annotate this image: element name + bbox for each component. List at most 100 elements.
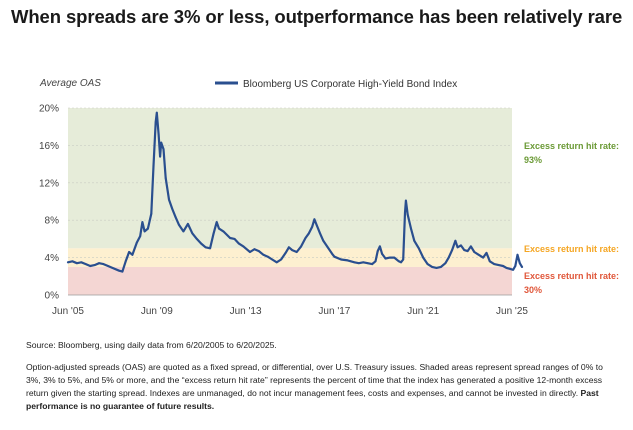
data-point: [111, 267, 114, 269]
data-point: [209, 247, 212, 250]
data-point: [340, 258, 342, 261]
data-point: [288, 246, 290, 249]
data-point: [171, 208, 174, 210]
legend-label: Bloomberg US Corporate High-Yield Bond I…: [243, 79, 457, 90]
data-point: [262, 253, 265, 256]
data-point: [404, 211, 406, 214]
series-layer: [66, 111, 524, 273]
data-point: [374, 260, 377, 263]
data-point: [473, 251, 476, 253]
band-0: [68, 266, 512, 295]
data-point: [200, 242, 203, 245]
data-point: [353, 261, 356, 264]
data-point: [155, 111, 158, 114]
data-point: [300, 245, 302, 248]
data-point: [493, 263, 496, 265]
data-point: [346, 259, 349, 262]
data-point: [242, 245, 245, 248]
data-point: [376, 250, 379, 253]
data-point: [502, 265, 504, 267]
data-point: [477, 253, 480, 256]
data-point: [124, 260, 127, 263]
data-point: [333, 255, 336, 258]
data-point: [304, 237, 307, 239]
data-point: [482, 256, 484, 259]
data-point: [204, 246, 207, 249]
data-point: [107, 265, 109, 267]
band-2: [68, 108, 512, 249]
data-point: [249, 251, 251, 253]
data-point: [67, 261, 69, 264]
data-point: [128, 251, 131, 253]
data-point: [98, 262, 100, 265]
footnote-text: Option-adjusted spreads (OAS) are quoted…: [26, 362, 603, 398]
data-point: [371, 263, 373, 265]
data-point: [238, 242, 240, 245]
data-point: [413, 239, 416, 242]
data-point: [466, 250, 469, 253]
data-point: [402, 258, 405, 261]
band-label-2: Excess return hit rate:: [524, 141, 619, 151]
data-point: [187, 223, 189, 225]
y-tick-label: 20%: [39, 104, 59, 115]
data-point: [284, 252, 287, 254]
data-point: [215, 221, 218, 224]
axis-layer: 0% 4% 8% 12% 16% 20% Jun '05 Jun '09 Jun '13 Jun …: [39, 104, 528, 318]
data-point: [195, 238, 198, 240]
data-point: [84, 263, 87, 265]
data-point: [191, 232, 194, 235]
y-tick-label: 12%: [39, 178, 59, 189]
data-point: [71, 260, 74, 263]
data-point: [319, 232, 321, 235]
data-point: [405, 199, 407, 202]
x-tick-label: Jun '05: [52, 306, 84, 317]
band-label-0: Excess return hit rate:: [524, 271, 619, 281]
chart-svg: 0% 4% 8% 12% 16% 20% Jun '05 Jun '09 Jun '13 Jun …: [39, 78, 619, 318]
band-layer: [68, 108, 512, 295]
data-point: [508, 267, 511, 270]
y-tick-label: 8%: [45, 216, 60, 227]
data-point: [102, 263, 105, 265]
data-point: [397, 260, 400, 263]
data-point: [164, 177, 167, 179]
data-point: [400, 261, 402, 264]
data-point: [516, 253, 519, 256]
data-point: [379, 245, 381, 248]
data-point: [258, 250, 260, 253]
data-point: [218, 227, 220, 230]
y-tick-label: 0%: [45, 291, 60, 302]
chart: 0% 4% 8% 12% 16% 20% Jun '05 Jun '09 Jun '13 Jun …: [0, 66, 633, 328]
data-point: [389, 256, 391, 259]
data-point: [460, 244, 462, 247]
data-point: [76, 262, 78, 265]
data-point: [308, 232, 310, 235]
grid-layer: [68, 107, 512, 258]
data-point: [422, 256, 425, 259]
data-point: [157, 133, 160, 136]
data-point: [266, 255, 269, 258]
data-point: [381, 253, 383, 255]
data-point: [89, 265, 92, 267]
legend: Bloomberg US Corporate High-Yield Bond I…: [215, 79, 457, 90]
band-labels: Excess return hit rate: 30% Excess return …: [524, 141, 619, 295]
data-point: [514, 265, 517, 267]
data-point: [275, 261, 278, 264]
data-point: [159, 155, 162, 158]
data-point: [168, 198, 170, 201]
data-point: [485, 252, 488, 254]
data-point: [295, 251, 298, 253]
data-point: [426, 263, 429, 265]
x-tick-label: Jun '13: [230, 306, 262, 317]
data-point: [222, 230, 225, 233]
data-point: [141, 221, 144, 224]
data-point: [291, 249, 294, 252]
data-point: [362, 261, 365, 264]
band-value-0: 30%: [524, 285, 542, 295]
data-point: [488, 260, 491, 263]
data-point: [143, 230, 146, 233]
data-point: [80, 261, 83, 264]
x-tick-label: Jun '25: [496, 306, 528, 317]
data-point: [331, 253, 334, 255]
x-tick-label: Jun '17: [318, 306, 350, 317]
data-point: [152, 165, 155, 167]
